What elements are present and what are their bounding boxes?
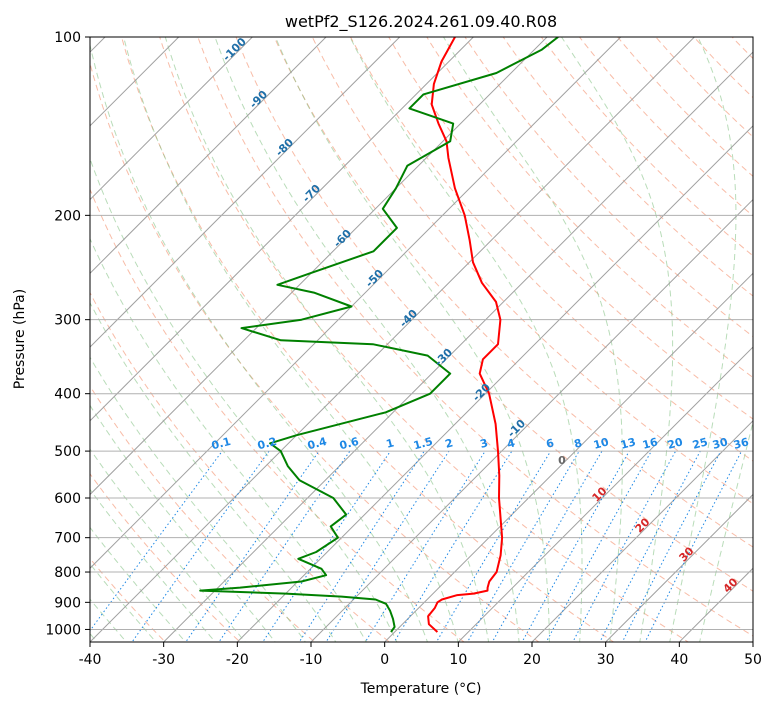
pressure-grid xyxy=(90,37,753,630)
isotherm-line xyxy=(310,198,753,642)
profile-series xyxy=(199,37,559,633)
y-tick-label: 1000 xyxy=(45,622,81,638)
mixing-ratio-line xyxy=(262,450,391,642)
mixing-ratio-label: 2 xyxy=(444,436,455,451)
dry-adiabat xyxy=(464,37,753,338)
x-axis: -40 -30 -20 -10 0 10 20 30 40 50 xyxy=(79,642,762,668)
dry-adiabat xyxy=(273,37,753,548)
isotherm-line xyxy=(162,51,753,642)
x-tick-label: 50 xyxy=(744,652,762,668)
y-tick-label: 300 xyxy=(54,313,81,329)
dry-adiabat xyxy=(90,472,241,642)
mixing-ratio-line xyxy=(435,450,552,642)
y-tick-label: 700 xyxy=(54,531,81,547)
mixing-ratio-line xyxy=(545,450,652,642)
x-tick-label: 30 xyxy=(597,652,615,668)
isotherm-line xyxy=(90,37,401,348)
mixing-ratio-label: 13 xyxy=(619,435,637,452)
mixing-ratio-label: 1.5 xyxy=(412,435,434,453)
isotherm-line xyxy=(457,346,753,642)
temperature-line xyxy=(427,37,504,633)
y-tick-label: 600 xyxy=(54,491,81,507)
mixing-ratio-label: 30 xyxy=(711,435,729,452)
mixing-ratio-label: 8 xyxy=(573,436,584,451)
mixing-ratio-label: 16 xyxy=(641,435,659,452)
moist-adiabat xyxy=(90,157,398,642)
isotherm-line xyxy=(531,420,753,642)
mixing-ratio-line xyxy=(131,450,270,642)
mixing-ratio-label: 0.4 xyxy=(306,435,329,453)
moist-adiabat xyxy=(561,37,674,642)
isotherm-line xyxy=(383,272,753,642)
mixing-ratio-line xyxy=(298,450,425,642)
moist-adiabat xyxy=(90,598,128,642)
isotherm-line xyxy=(90,37,622,569)
isotherm-label: 0 xyxy=(558,454,566,467)
mixing-ratio-label: 4 xyxy=(506,436,517,451)
x-tick-label: 40 xyxy=(670,652,688,668)
moist-adiabat xyxy=(274,37,550,642)
x-axis-label: Temperature (°C) xyxy=(360,681,482,697)
x-tick-label: -30 xyxy=(152,652,175,668)
dry-adiabat xyxy=(159,37,690,642)
x-tick-label: -40 xyxy=(79,652,102,668)
mixing-ratio-line xyxy=(218,450,351,642)
mixing-ratio-label: 6 xyxy=(545,436,556,451)
isotherm-line xyxy=(604,493,753,642)
mixing-ratio-label: 36 xyxy=(732,435,750,452)
isotherm-line xyxy=(90,37,254,201)
mixing-ratio-label: 0.2 xyxy=(256,435,278,453)
dry-adiabat xyxy=(90,61,540,642)
y-tick-label: 100 xyxy=(54,30,81,46)
mixing-ratio-line xyxy=(466,450,580,642)
y-tick-label: 800 xyxy=(54,565,81,581)
plot-frame xyxy=(89,36,754,643)
mixing-ratio-line xyxy=(491,450,603,642)
chart-title: wetPf2_S126.2024.261.09.40.R08 xyxy=(285,12,557,32)
mixing-ratio-label: 0.6 xyxy=(338,435,361,453)
moist-adiabat xyxy=(214,37,520,642)
moist-adiabat xyxy=(443,37,623,642)
isotherm-line xyxy=(90,37,327,275)
isotherm-line xyxy=(90,37,696,642)
moist-adiabat xyxy=(349,37,583,642)
isotherm-line xyxy=(90,37,180,127)
mixing-ratio-label: 0.1 xyxy=(210,435,232,453)
x-tick-label: -10 xyxy=(300,652,323,668)
y-tick-label: 200 xyxy=(54,208,81,224)
dewpoint-line xyxy=(199,37,559,633)
dry-adiabat xyxy=(90,291,391,642)
y-axis-label: Pressure (hPa) xyxy=(12,289,28,389)
dry-adiabat xyxy=(311,37,753,505)
isotherm-line xyxy=(90,37,475,422)
moist-adiabat xyxy=(90,301,337,642)
mixing-ratio-line xyxy=(185,450,320,642)
mixing-ratio-label: 20 xyxy=(666,435,684,452)
x-tick-label: 10 xyxy=(449,652,467,668)
mixing-ratio-line xyxy=(644,450,743,642)
mixing-ratio-label: 25 xyxy=(691,435,709,452)
dry-adiabat xyxy=(349,37,753,462)
y-tick-label: 400 xyxy=(54,387,81,403)
dry-adiabat xyxy=(90,188,465,642)
mixing-ratio-label: 3 xyxy=(479,436,490,451)
mixing-ratio-line xyxy=(325,450,450,642)
isotherm-line xyxy=(236,125,753,642)
mixing-ratio-label: 1 xyxy=(385,436,396,451)
dry-adiabat xyxy=(502,37,753,297)
x-tick-label: -20 xyxy=(226,652,249,668)
dry-adiabat xyxy=(197,37,753,637)
dry-adiabat xyxy=(388,37,753,420)
dry-adiabat xyxy=(235,37,753,592)
y-tick-label: 900 xyxy=(54,595,81,611)
x-tick-label: 0 xyxy=(380,652,389,668)
x-tick-label: 20 xyxy=(523,652,541,668)
y-tick-label: 500 xyxy=(54,444,81,460)
moist-adiabat xyxy=(669,37,737,642)
mixing-ratio-label: 10 xyxy=(592,435,610,452)
y-axis: 100 200 300 400 500 600 700 800 900 1000 xyxy=(45,30,90,638)
